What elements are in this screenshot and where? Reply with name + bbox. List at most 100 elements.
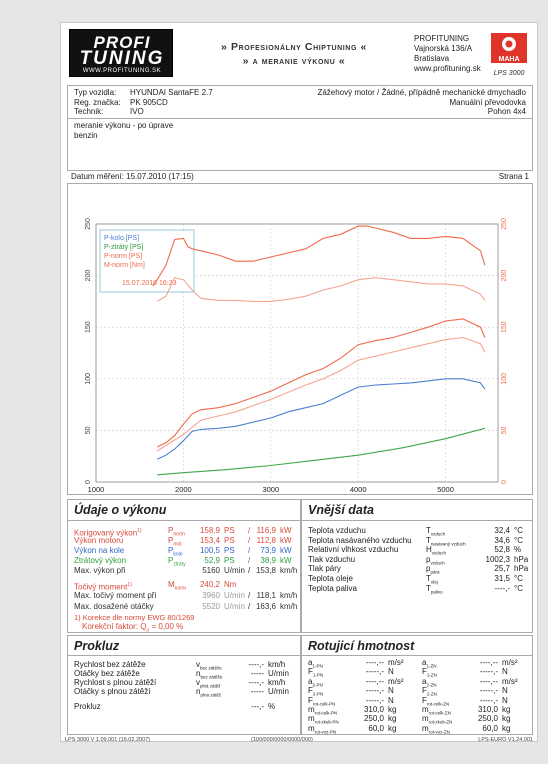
factor-label: Korekční faktor: Q [82, 622, 147, 631]
perf-sep: / [248, 526, 251, 535]
company-name: PROFITUNING [414, 34, 470, 43]
slip-symbol: vbez zátěže [196, 660, 222, 671]
rot-right-unit: kg [502, 705, 511, 714]
slip-value: ----- [250, 669, 264, 678]
perf-unit1: PS [224, 526, 235, 535]
perf-unit2: kW [280, 526, 292, 535]
torque-label: Max. točivý moment při [74, 591, 157, 600]
footer-left: LPS 3000 V 1.09.001 (16.02.2007) [65, 737, 151, 743]
rot-left-symbol-sub: rot-celk-PN [312, 701, 336, 707]
slip-value: ----- [250, 687, 264, 696]
m-norm-line [152, 225, 486, 287]
rot-right-symbol-sub: rot-celk-ZN [426, 701, 450, 707]
rot-right-unit: m/s² [502, 676, 518, 686]
rot-left-value: ----,-- [365, 676, 384, 686]
footer-center: (100/000/0000/0000/000) [251, 737, 313, 743]
rot-left-value: 250,0 [363, 714, 384, 724]
rot-right-symbol-sub: 1-ZN [426, 663, 437, 669]
torque-symbol-sub: norm [174, 585, 187, 592]
perf-value2: 153,8 [255, 566, 276, 575]
ext-value: 31,5 [494, 574, 510, 583]
slip-symbol: vplná zátěž [196, 678, 221, 689]
rot-left-unit: N [388, 695, 394, 705]
torque-unit1: U/min [224, 602, 245, 611]
rot-right-symbol: Frot-celk-ZN [422, 695, 450, 707]
vehicle-type-label: Typ vozidla: [74, 88, 117, 97]
ext-unit: °C [514, 535, 523, 545]
rot-left-symbol-sub: rot-zkub-PN [314, 719, 339, 725]
y-tick-label-left: 0 [85, 480, 92, 484]
slip-symbol: nplná zátěž [196, 687, 221, 698]
ext-label: Relativní vlhkost vzduchu [308, 545, 399, 555]
torque-unit1: U/min [224, 591, 245, 600]
perf-value2: 73,9 [260, 546, 276, 555]
rot-left-value: -----,- [365, 686, 384, 696]
y-tick-label-left: 50 [85, 426, 92, 434]
profituning-logo: PROFI TUNING WWW.PROFITUNING.SK [69, 29, 173, 77]
perf-value1: 5160 [202, 566, 220, 575]
x-tick-label: 4000 [350, 485, 367, 494]
legend-date: 15.07.2010 16:23 [122, 280, 177, 287]
ext-label: Tlak páry [308, 564, 341, 574]
factor-value: = 0,00 % [151, 622, 184, 631]
correction-line: 1) Korekce dle normy EWG 80/1269 [74, 613, 195, 622]
torque-value2: 163,6 [255, 602, 276, 611]
perf-value1: 52,9 [204, 556, 220, 565]
perf-label: Ztrátový výkon [74, 556, 127, 565]
ext-value: 52,8 [494, 545, 510, 555]
company-address2: Bratislava [414, 54, 450, 63]
torque-value2: 118,1 [256, 591, 276, 600]
y-tick-label-left: 150 [85, 321, 92, 333]
rot-left-symbol: mrot-voz-PN [308, 723, 337, 735]
ext-label: Teplota oleje [308, 574, 353, 583]
report-header: PROFI TUNING WWW.PROFITUNING.SK » Profes… [61, 23, 539, 85]
factor-sub: o [146, 627, 150, 634]
legend-entry: M-norm [Nm] [104, 262, 145, 269]
torque-unit2: km/h [280, 591, 298, 600]
rot-right-symbol: mrot-voz-ZN [422, 723, 450, 735]
torque-label: Točivý moment1) [74, 582, 132, 592]
rot-right-symbol: F1-ZN [422, 667, 437, 678]
perf-value2: 116,9 [256, 526, 276, 535]
rot-left-unit: N [388, 667, 394, 677]
y-tick-label-left: 250 [85, 218, 92, 230]
ext-symbol: ppára [426, 564, 440, 575]
reg-label: Reg. značka: [74, 98, 121, 107]
rot-right-symbol: a1-ZN [422, 658, 437, 669]
maha-emblem-icon: MAHA [491, 33, 527, 63]
logo-url: WWW.PROFITUNING.SK [82, 68, 162, 74]
slip-value: ---,- [251, 702, 264, 711]
rot-left-unit: kg [388, 705, 397, 714]
divider [68, 118, 532, 119]
slip-label: Otáčky bez zátěže [74, 669, 140, 678]
perf-sup: 1) [137, 528, 142, 534]
perf-symbol: Pztráty [168, 556, 186, 568]
rot-right-symbol: F2-ZN [422, 686, 437, 697]
torque-sup: 1) [127, 582, 132, 588]
perf-unit1: PS [224, 536, 235, 545]
measure-date-label: Datum měření: 15.07.2010 (17:15) [71, 172, 194, 182]
rot-left-value: 60,0 [368, 723, 384, 733]
correction-factor: Korekční faktor: Qo = 0,00 % [82, 622, 183, 636]
ext-value: 32,4 [494, 526, 510, 535]
rot-right-symbol: mrot-celk-ZN [422, 705, 451, 716]
perf-sep: / [248, 556, 251, 565]
dyno-report-page: PROFI TUNING WWW.PROFITUNING.SK » Profes… [60, 22, 539, 743]
rot-right-symbol-sub: rot-celk-ZN [428, 710, 451, 716]
rot-left-unit: N [388, 686, 394, 696]
rot-right-value: 310,0 [477, 705, 498, 714]
technician-value: IVO [130, 107, 144, 116]
note-line2: benzin [74, 131, 98, 140]
ext-symbol-sub: vzduch [430, 560, 445, 566]
ext-unit: °C [514, 574, 523, 583]
slip-value: ----,- [248, 678, 264, 687]
header-title-line2: » a meranie výkonu « [242, 55, 346, 67]
external-box: Vnější data Teplota vzduchu Tvzduch 32,4 °C… [301, 499, 533, 633]
perf-symbol: Pkolo [168, 546, 183, 558]
rot-left-symbol-sub: 2-PN [312, 691, 324, 697]
y-tick-label-right: 200 [501, 270, 508, 282]
perf-unit2: kW [280, 536, 292, 545]
rot-right-unit: kg [502, 714, 511, 724]
perf-symbol-sub: mot [173, 541, 182, 548]
company-address1: Vajnorská 136/A [414, 44, 473, 53]
